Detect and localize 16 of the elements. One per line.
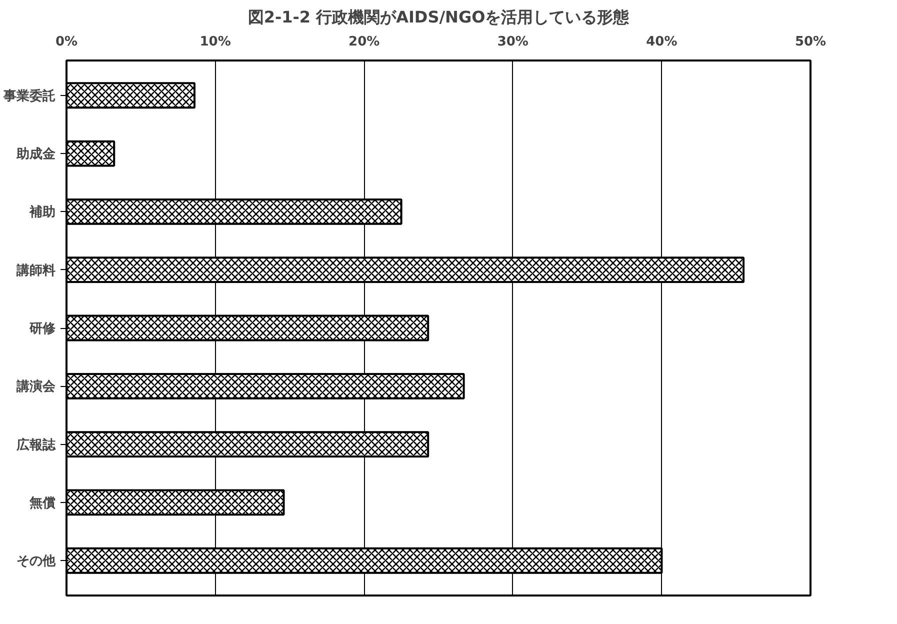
x-tick-label: 20% [348, 34, 380, 50]
y-tick-label: 講師料 [16, 262, 56, 278]
y-tick-label: 広報誌 [16, 436, 56, 452]
y-tick-label: 研修 [28, 320, 56, 336]
x-tick-label: 0% [55, 34, 78, 50]
y-tick-label: 無償 [28, 494, 56, 510]
y-tick-label: 助成金 [16, 146, 56, 162]
x-tick-label: 30% [497, 34, 528, 50]
x-tick-label: 10% [200, 34, 231, 50]
x-tick-label: 40% [646, 34, 678, 50]
y-tick-label: 事業委託 [2, 88, 56, 103]
x-tick-label: 50% [794, 34, 826, 50]
y-tick-label: その他 [16, 553, 56, 568]
y-tick-label: 補助 [28, 204, 56, 220]
y-tick-label: 講演会 [16, 378, 56, 394]
chart-title: 図2-1-2 行政機関がAIDS/NGOを活用している形態 [248, 8, 630, 26]
